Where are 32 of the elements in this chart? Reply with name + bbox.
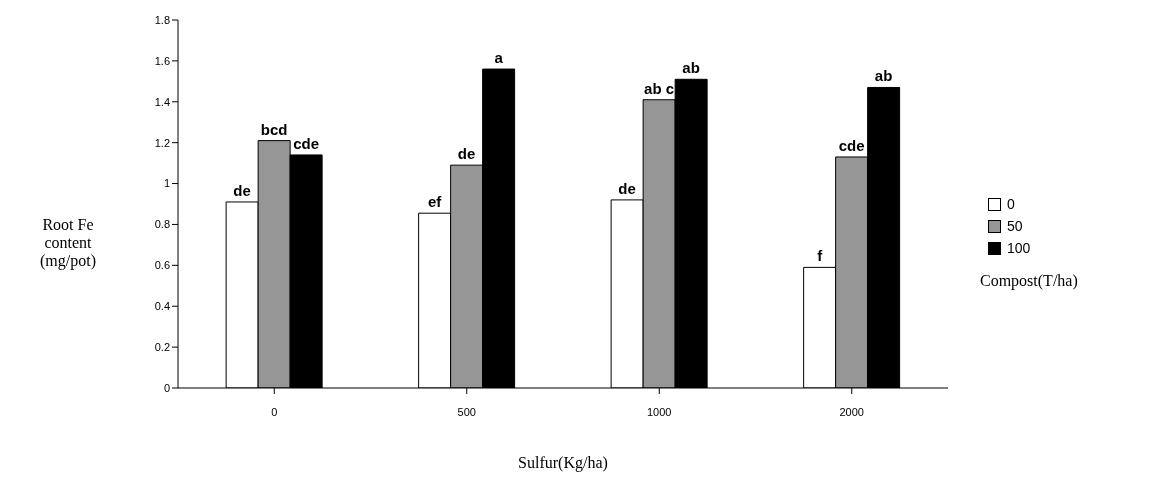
legend-title: Compost(T/ha) <box>980 272 1079 290</box>
data-label: bcd <box>260 120 288 138</box>
y-tick-label: 0.2 <box>154 341 170 354</box>
data-label: f <box>817 247 824 265</box>
y-tick-label: 0.6 <box>154 259 170 272</box>
legend-label: 50 <box>1007 218 1023 234</box>
x-tick-label: 2000 <box>839 405 864 418</box>
x-tick-label: 500 <box>457 405 476 418</box>
data-label: ab <box>682 59 700 77</box>
data-label: a <box>494 49 504 67</box>
data-label: ab <box>874 67 893 85</box>
y-tick-label: 1.8 <box>154 13 170 26</box>
data-label: cde <box>838 136 865 154</box>
y-tick-label: 1.6 <box>154 54 170 67</box>
data-label: de <box>233 181 251 199</box>
data-label: ab c <box>644 79 675 97</box>
legend-label: 0 <box>1007 196 1015 212</box>
legend-label: 100 <box>1007 240 1031 256</box>
y-tick-label: 0.8 <box>154 218 170 231</box>
y-axis-title: Root Fe content (mg/pot) <box>39 216 97 270</box>
x-tick-label: 1000 <box>647 405 672 418</box>
data-label: de <box>457 145 476 163</box>
x-tick-label: 0 <box>271 405 278 418</box>
y-tick-label: 1 <box>163 177 170 190</box>
y-tick-label: 1.2 <box>154 136 170 149</box>
data-label: de <box>618 179 636 197</box>
y-tick-label: 1.4 <box>154 95 170 108</box>
data-label: cde <box>293 134 320 152</box>
y-tick-label: 0.4 <box>154 300 170 313</box>
data-label: ef <box>427 193 443 211</box>
y-tick-label: 0 <box>163 381 170 394</box>
x-axis-title: Sulfur(Kg/ha) <box>518 454 608 472</box>
